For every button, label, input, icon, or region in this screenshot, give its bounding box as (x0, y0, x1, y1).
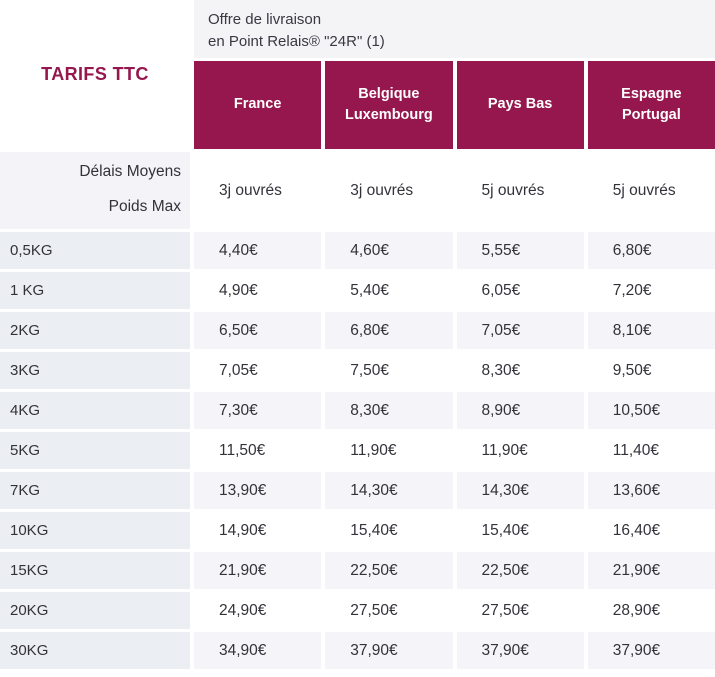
price-cell: 15,40€ (325, 512, 453, 549)
price-cell: 4,60€ (325, 232, 453, 269)
price-cell: 5,40€ (325, 272, 453, 309)
delays-row: Délais Moyens Poids Max 3j ouvrés 3j ouv… (0, 152, 715, 229)
price-cell: 7,05€ (194, 352, 322, 389)
max-weight-label: Poids Max (108, 198, 181, 215)
column-header-pays-bas: Pays Bas (456, 61, 584, 149)
offer-banner: Offre de livraison en Point Relais® "24R… (194, 0, 715, 58)
table-row: 20KG 24,90€ 27,50€ 27,50€ 28,90€ (0, 592, 715, 629)
table-row: 30KG 34,90€ 37,90€ 37,90€ 37,90€ (0, 632, 715, 669)
price-cell: 11,90€ (456, 432, 584, 469)
table-row: 2KG 6,50€ 6,80€ 7,05€ 8,10€ (0, 312, 715, 349)
price-cell: 22,50€ (456, 552, 584, 589)
price-cell: 27,50€ (456, 592, 584, 629)
table-row: 1 KG 4,90€ 5,40€ 6,05€ 7,20€ (0, 272, 715, 309)
header-right-section: Offre de livraison en Point Relais® "24R… (194, 0, 715, 149)
price-cell: 11,90€ (325, 432, 453, 469)
price-cell: 22,50€ (325, 552, 453, 589)
weight-label: 4KG (0, 392, 190, 429)
delay-value-pays-bas: 5j ouvrés (456, 152, 584, 229)
price-cell: 37,90€ (587, 632, 715, 669)
weight-label: 10KG (0, 512, 190, 549)
delay-value-france: 3j ouvrés (194, 152, 322, 229)
delays-row-label-cell: Délais Moyens Poids Max (0, 152, 190, 229)
price-cell: 11,50€ (194, 432, 322, 469)
price-cell: 8,10€ (587, 312, 715, 349)
table-header-section: TARIFS TTC Offre de livraison en Point R… (0, 0, 715, 149)
price-cell: 6,05€ (456, 272, 584, 309)
column-header-belgique-luxembourg: Belgique Luxembourg (325, 61, 453, 149)
weight-label: 0,5KG (0, 232, 190, 269)
country-header-row: France Belgique Luxembourg Pays Bas Espa… (194, 61, 715, 149)
price-cell: 7,05€ (456, 312, 584, 349)
weight-label: 1 KG (0, 272, 190, 309)
price-cell: 16,40€ (587, 512, 715, 549)
weight-label: 15KG (0, 552, 190, 589)
price-cell: 34,90€ (194, 632, 322, 669)
column-header-espagne-portugal: Espagne Portugal (587, 61, 715, 149)
table-title: TARIFS TTC (41, 64, 149, 84)
delay-value-belgique-luxembourg: 3j ouvrés (325, 152, 453, 229)
table-row: 10KG 14,90€ 15,40€ 15,40€ 16,40€ (0, 512, 715, 549)
price-cell: 8,30€ (325, 392, 453, 429)
weight-label: 5KG (0, 432, 190, 469)
offer-banner-line1: Offre de livraison (208, 11, 322, 28)
offer-banner-line2: en Point Relais® "24R" (1) (208, 32, 385, 50)
price-cell: 4,90€ (194, 272, 322, 309)
column-header-france: France (194, 61, 322, 149)
weight-label: 20KG (0, 592, 190, 629)
price-cell: 7,30€ (194, 392, 322, 429)
price-cell: 6,50€ (194, 312, 322, 349)
corner-cell: TARIFS TTC (0, 0, 190, 149)
table-row: 7KG 13,90€ 14,30€ 14,30€ 13,60€ (0, 472, 715, 509)
weight-label: 3KG (0, 352, 190, 389)
price-cell: 14,30€ (456, 472, 584, 509)
table-row: 15KG 21,90€ 22,50€ 22,50€ 21,90€ (0, 552, 715, 589)
price-cell: 27,50€ (325, 592, 453, 629)
price-cell: 9,50€ (587, 352, 715, 389)
delay-value-espagne-portugal: 5j ouvrés (587, 152, 715, 229)
price-cell: 11,40€ (587, 432, 715, 469)
price-cell: 8,90€ (456, 392, 584, 429)
price-cell: 21,90€ (194, 552, 322, 589)
table-row: 4KG 7,30€ 8,30€ 8,90€ 10,50€ (0, 392, 715, 429)
table-row: 5KG 11,50€ 11,90€ 11,90€ 11,40€ (0, 432, 715, 469)
price-cell: 14,30€ (325, 472, 453, 509)
price-cell: 14,90€ (194, 512, 322, 549)
price-cell: 7,20€ (587, 272, 715, 309)
price-cell: 7,50€ (325, 352, 453, 389)
price-cell: 4,40€ (194, 232, 322, 269)
price-cell: 15,40€ (456, 512, 584, 549)
price-cell: 37,90€ (325, 632, 453, 669)
weight-label: 7KG (0, 472, 190, 509)
price-cell: 6,80€ (587, 232, 715, 269)
price-cell: 5,55€ (456, 232, 584, 269)
price-cell: 10,50€ (587, 392, 715, 429)
table-row: 0,5KG 4,40€ 4,60€ 5,55€ 6,80€ (0, 232, 715, 269)
weight-label: 2KG (0, 312, 190, 349)
price-cell: 8,30€ (456, 352, 584, 389)
price-cell: 13,60€ (587, 472, 715, 509)
price-cell: 28,90€ (587, 592, 715, 629)
price-cell: 37,90€ (456, 632, 584, 669)
table-row: 3KG 7,05€ 7,50€ 8,30€ 9,50€ (0, 352, 715, 389)
price-cell: 24,90€ (194, 592, 322, 629)
price-cell: 21,90€ (587, 552, 715, 589)
price-cell: 13,90€ (194, 472, 322, 509)
price-cell: 6,80€ (325, 312, 453, 349)
delays-label: Délais Moyens (79, 163, 181, 180)
weight-label: 30KG (0, 632, 190, 669)
